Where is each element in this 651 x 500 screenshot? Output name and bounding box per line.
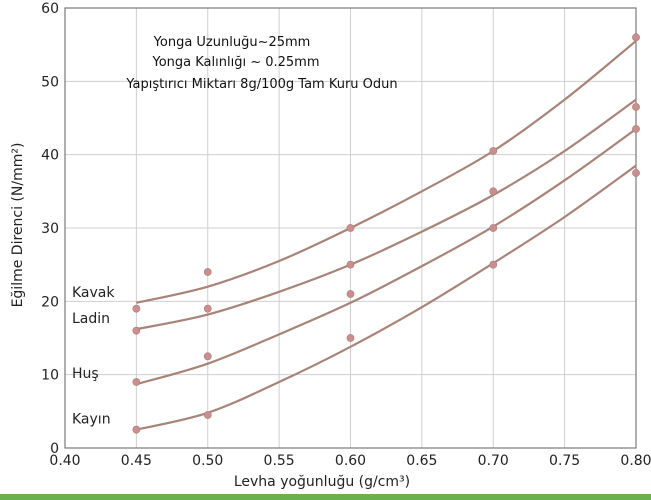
series-line-kay-n	[136, 164, 637, 431]
data-point-kay-n	[489, 260, 498, 269]
data-point-kay-n	[632, 169, 640, 177]
x-tick-label: 0.75	[549, 453, 580, 469]
y-tick-label: 20	[41, 294, 59, 310]
labels: Kavak Ladin Huş Kayın	[72, 285, 115, 428]
data-point-ladin	[132, 326, 141, 335]
data-point-kay-n	[203, 411, 212, 419]
data-point-kavak	[346, 224, 355, 232]
data-point-hu-	[632, 125, 640, 133]
series-line-kavak	[136, 40, 637, 304]
data-point-hu-	[346, 334, 355, 342]
y-axis-title: Eğilme Direnci (N/mm²)	[10, 143, 26, 308]
data-point-ladin	[346, 290, 355, 298]
data-point-hu-	[489, 224, 498, 232]
x-tick-label: 0.55	[264, 453, 295, 469]
data-point-ladin	[489, 187, 498, 196]
annotation-chip-length: Yonga Uzunluğu~25mm	[153, 35, 311, 50]
y-tick-label: 40	[41, 148, 59, 164]
x-tick-label: 0.80	[620, 453, 651, 469]
axes: 0.40 0.45 0.50 0.55 0.60 0.65 0.70 0.75 0.80 0 10 2…	[41, 1, 651, 469]
y-tick-label: 0	[50, 441, 59, 457]
plot-frame	[64, 7, 637, 449]
data-point-kavak	[203, 268, 212, 276]
x-axis-title: Levha yoğunluğu (g/cm³)	[234, 474, 410, 490]
y-tick-label: 30	[41, 221, 59, 237]
curves	[136, 40, 637, 431]
data-points	[132, 33, 640, 434]
data-point-ladin	[346, 260, 355, 269]
series-label-ladin: Ladin	[72, 311, 110, 327]
x-tick-label: 0.40	[49, 453, 80, 469]
data-point-hu-	[132, 378, 141, 386]
series-line-hu-	[136, 128, 637, 386]
x-tick-label: 0.65	[406, 453, 437, 469]
x-tick-label: 0.60	[335, 453, 366, 469]
y-tick-label: 60	[41, 1, 59, 17]
data-point-ladin	[632, 103, 640, 111]
data-point-ladin	[203, 304, 212, 313]
series-label-hu-: Huş	[72, 366, 99, 382]
data-point-kavak	[632, 33, 640, 42]
annotation-adhesive-amount: Yapıştırıcı Miktarı 8g/100g Tam Kuru Odu…	[125, 77, 397, 92]
footer-bar	[0, 494, 651, 500]
x-tick-label: 0.45	[121, 453, 152, 469]
x-tick-label: 0.70	[478, 453, 509, 469]
data-point-hu-	[203, 352, 212, 361]
data-point-kay-n	[132, 425, 141, 434]
series-label-kay-n: Kayın	[72, 412, 111, 428]
annotation-chip-thickness: Yonga Kalınlığı ~ 0.25mm	[151, 55, 319, 70]
series-label-kavak: Kavak	[72, 285, 115, 301]
data-point-kavak	[489, 147, 498, 155]
data-point-kavak	[132, 304, 141, 313]
annotation-box: Yonga Uzunluğu~25mm Yonga Kalınlığı ~ 0.…	[125, 35, 397, 92]
y-tick-label: 50	[41, 74, 59, 90]
x-tick-label: 0.50	[192, 453, 223, 469]
y-tick-label: 10	[41, 368, 59, 384]
series-line-ladin	[136, 98, 637, 331]
